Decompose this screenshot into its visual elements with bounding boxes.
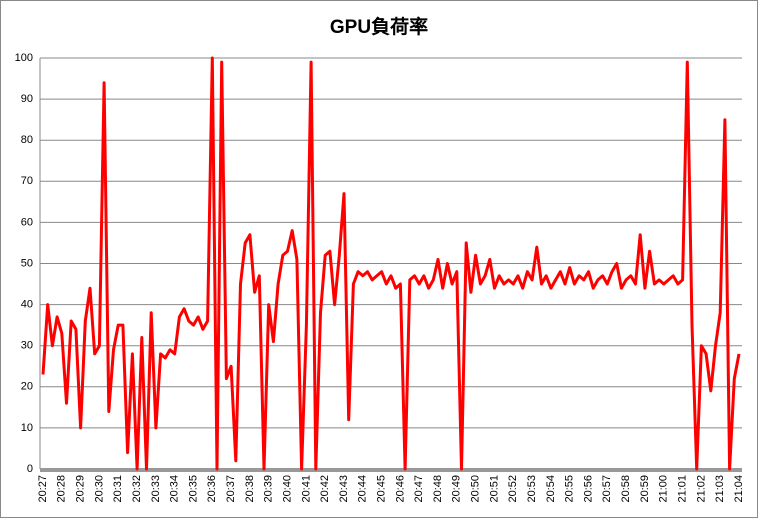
x-tick-label: 20:40 [281, 475, 293, 503]
x-tick-label: 20:45 [376, 475, 388, 503]
x-tick-label: 20:47 [413, 475, 425, 503]
x-axis [40, 468, 742, 472]
x-tick-label: 20:59 [639, 475, 651, 503]
x-tick-label: 21:03 [714, 475, 726, 503]
x-tick-label: 20:34 [169, 475, 181, 503]
x-tick-label: 20:46 [394, 475, 406, 503]
x-tick-label: 20:49 [451, 475, 463, 503]
x-tick-label: 20:33 [150, 475, 162, 503]
x-tick-label: 21:02 [695, 475, 707, 503]
x-tick-label: 20:35 [187, 475, 199, 503]
x-tick-label: 20:27 [37, 475, 49, 503]
y-tick-label: 60 [21, 216, 33, 228]
x-tick-label: 20:37 [225, 475, 237, 503]
x-tick-label: 20:41 [300, 475, 312, 503]
x-tick-label: 20:53 [526, 475, 538, 503]
x-tick-label: 20:32 [131, 475, 143, 503]
y-tick-label: 70 [21, 175, 33, 187]
x-tick-label: 20:56 [582, 475, 594, 503]
x-tick-label: 20:48 [432, 475, 444, 503]
y-tick-label: 20 [21, 381, 33, 393]
x-tick-label: 21:04 [733, 475, 745, 503]
x-tick-label: 20:31 [112, 475, 124, 503]
x-tick-label: 20:42 [319, 475, 331, 503]
x-tick-label: 20:54 [545, 475, 557, 503]
x-tick-label: 20:44 [357, 475, 369, 503]
x-tick-label: 20:58 [620, 475, 632, 503]
x-tick-label: 20:39 [263, 475, 275, 503]
x-tick-label: 20:29 [75, 475, 87, 503]
x-tick-label: 20:43 [338, 475, 350, 503]
x-tick-label: 21:01 [676, 475, 688, 503]
y-tick-label: 30 [21, 340, 33, 352]
x-tick-label: 20:28 [56, 475, 68, 503]
data-line [41, 56, 741, 471]
x-tick-label: 20:51 [488, 475, 500, 503]
x-tick-label: 21:00 [658, 475, 670, 503]
y-tick-label: 50 [21, 257, 33, 269]
y-tick-label: 90 [21, 93, 33, 105]
x-tick-label: 20:55 [564, 475, 576, 503]
x-tick-label: 20:38 [244, 475, 256, 503]
y-tick-label: 0 [27, 463, 33, 475]
x-tick-label: 20:52 [507, 475, 519, 503]
y-tick-label: 80 [21, 134, 33, 146]
x-tick-label: 20:57 [601, 475, 613, 503]
y-tick-label: 100 [15, 52, 33, 64]
chart-title: GPU負荷率 [330, 15, 428, 38]
y-tick-label: 40 [21, 299, 33, 311]
x-tick-label: 20:50 [470, 475, 482, 503]
y-tick-label: 10 [21, 422, 33, 434]
x-tick-label: 20:36 [206, 475, 218, 503]
x-tick-label: 20:30 [93, 475, 105, 503]
